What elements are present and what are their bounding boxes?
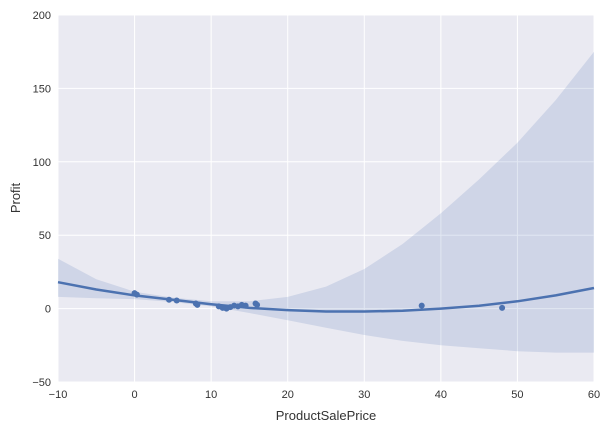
scatter-points — [131, 290, 506, 312]
x-tick-label: 20 — [282, 389, 294, 401]
y-tick-label: −50 — [32, 377, 51, 389]
y-tick-label: 200 — [33, 10, 51, 22]
y-axis-label: Profit — [8, 182, 23, 213]
x-axis-label: ProductSalePrice — [276, 408, 376, 423]
plot-background — [58, 15, 594, 382]
data-point — [418, 302, 425, 309]
y-tick-label: 0 — [45, 304, 51, 316]
confidence-band — [58, 51, 594, 353]
x-tick-label: 30 — [358, 389, 370, 401]
data-point — [242, 302, 249, 309]
regression-line — [57, 280, 595, 313]
x-tick-labels: −10 0 10 20 30 40 50 60 — [49, 389, 600, 401]
data-point — [499, 304, 506, 311]
data-point — [133, 291, 140, 298]
data-point — [166, 296, 173, 303]
x-tick-label: 50 — [511, 389, 523, 401]
y-tick-label: 150 — [33, 83, 51, 95]
x-tick-label: 10 — [205, 389, 217, 401]
regression-line-path — [57, 280, 595, 313]
confidence-band-area — [58, 51, 594, 353]
data-point — [173, 297, 180, 304]
data-point — [194, 301, 201, 308]
x-tick-label: −10 — [49, 389, 68, 401]
y-tick-label: 50 — [39, 230, 51, 242]
data-point — [254, 301, 261, 308]
x-tick-label: 40 — [435, 389, 447, 401]
x-tick-label: 60 — [588, 389, 600, 401]
y-tick-labels: −50 0 50 100 150 200 — [32, 10, 51, 389]
y-tick-label: 100 — [33, 157, 51, 169]
x-tick-label: 0 — [132, 389, 138, 401]
